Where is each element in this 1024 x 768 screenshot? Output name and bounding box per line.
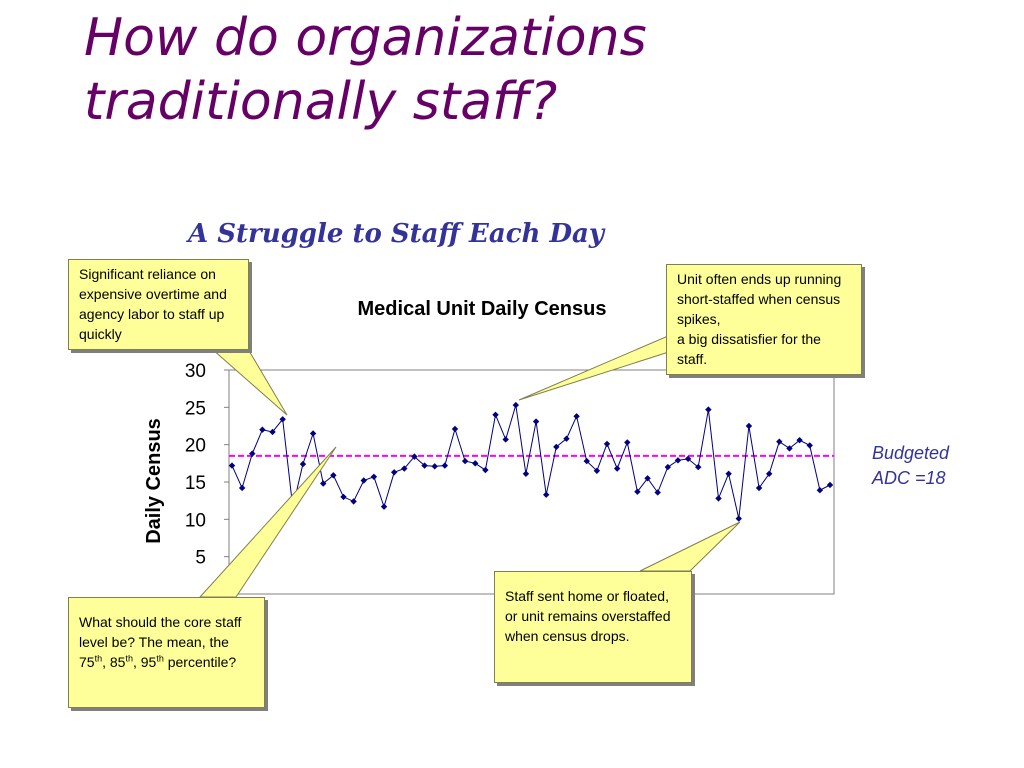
data-point-marker bbox=[806, 442, 813, 449]
callout-core-staff: What should the core staff level be? The… bbox=[68, 597, 265, 708]
data-point-marker bbox=[725, 470, 732, 477]
data-point-marker bbox=[705, 406, 712, 413]
y-tick-label: 30 bbox=[185, 361, 206, 382]
data-point-marker bbox=[624, 439, 631, 446]
data-point-marker bbox=[482, 466, 489, 474]
data-point-marker bbox=[411, 453, 418, 460]
slide-title-line-2: traditionally staff? bbox=[84, 72, 558, 132]
data-point-marker bbox=[228, 462, 236, 469]
data-point-marker bbox=[330, 472, 337, 479]
data-point-marker bbox=[755, 484, 763, 492]
data-point-marker bbox=[249, 450, 256, 457]
y-tick-label: 5 bbox=[195, 548, 206, 569]
callout-overtime-text: Significant reliance on expensive overti… bbox=[79, 266, 227, 342]
data-point-marker bbox=[765, 470, 773, 477]
ordinal-suffix: th bbox=[94, 653, 103, 664]
data-point-marker bbox=[674, 457, 682, 464]
data-point-marker bbox=[390, 469, 398, 476]
data-point-marker bbox=[593, 467, 601, 474]
data-markers bbox=[228, 401, 834, 522]
data-point-marker bbox=[563, 435, 570, 442]
data-point-marker bbox=[340, 493, 347, 501]
ordinal-suffix: th bbox=[156, 653, 164, 664]
slide-subtitle: A Struggle to Staff Each Day bbox=[188, 219, 604, 249]
data-point-marker bbox=[715, 495, 722, 502]
y-tick-label: 10 bbox=[185, 510, 206, 531]
data-point-marker bbox=[259, 426, 266, 433]
slide-title: How do organizations traditionally staff… bbox=[84, 6, 784, 134]
callout-short-staffed-text-2: a big dissatisfier for the staff. bbox=[677, 331, 821, 367]
data-point-marker bbox=[512, 401, 519, 409]
data-point-marker bbox=[654, 489, 661, 496]
data-point-marker bbox=[684, 455, 692, 463]
data-point-marker bbox=[553, 443, 560, 451]
data-point-marker bbox=[441, 462, 449, 469]
data-point-marker bbox=[472, 460, 479, 467]
y-tick-label: 20 bbox=[185, 436, 206, 457]
callout-core-staff-text-b: , 85 bbox=[102, 654, 126, 670]
y-tick-label: 15 bbox=[185, 473, 206, 494]
data-point-marker bbox=[370, 473, 378, 480]
data-point-marker bbox=[735, 515, 742, 522]
data-point-marker bbox=[279, 416, 286, 423]
data-point-marker bbox=[695, 463, 702, 471]
data-point-marker bbox=[421, 462, 428, 469]
data-point-marker bbox=[826, 481, 834, 489]
data-point-marker bbox=[269, 428, 276, 436]
callout-short-staffed-text-1: Unit often ends up running short-staffed… bbox=[677, 271, 842, 327]
data-point-marker bbox=[603, 440, 611, 448]
callout-core-staff-text-a: What should the core staff level be? The… bbox=[79, 614, 242, 670]
data-point-marker bbox=[238, 484, 246, 492]
data-point-marker bbox=[502, 436, 509, 443]
y-axis-label: Daily Census bbox=[143, 418, 165, 544]
data-point-marker bbox=[786, 445, 793, 452]
data-point-marker bbox=[634, 488, 641, 495]
chart-title: Medical Unit Daily Census bbox=[358, 298, 607, 320]
data-point-marker bbox=[745, 422, 753, 430]
callout-core-staff-text-d: percentile? bbox=[163, 654, 237, 670]
data-point-marker bbox=[816, 487, 824, 494]
data-point-marker bbox=[451, 425, 459, 433]
callout-overtime: Significant reliance on expensive overti… bbox=[68, 259, 249, 350]
data-point-marker bbox=[664, 463, 672, 471]
y-tick-label: 25 bbox=[185, 398, 206, 419]
callout-sent-home: Staff sent home or floated, or unit rema… bbox=[494, 571, 692, 683]
data-point-marker bbox=[360, 477, 367, 484]
data-point-marker bbox=[461, 457, 469, 465]
data-point-marker bbox=[522, 470, 530, 477]
data-point-marker bbox=[401, 465, 408, 472]
data-point-marker bbox=[796, 436, 803, 444]
budgeted-adc-line-1: Budgeted bbox=[872, 443, 950, 463]
data-point-marker bbox=[776, 438, 783, 445]
data-point-marker bbox=[532, 418, 540, 425]
data-point-marker bbox=[543, 491, 550, 498]
data-point-marker bbox=[613, 465, 621, 472]
data-point-marker bbox=[380, 503, 388, 510]
plot-area bbox=[228, 369, 835, 595]
data-point-marker bbox=[309, 430, 317, 437]
data-point-marker bbox=[644, 475, 651, 482]
y-axis-ticks: 5 10 15 20 25 30 bbox=[185, 361, 229, 569]
data-point-marker bbox=[583, 457, 590, 465]
data-point-marker bbox=[350, 498, 357, 505]
ordinal-suffix: th bbox=[125, 653, 133, 664]
data-point-marker bbox=[431, 463, 438, 470]
data-point-marker bbox=[573, 413, 580, 420]
data-point-marker bbox=[320, 480, 327, 487]
budgeted-adc-line-2: ADC =18 bbox=[872, 468, 946, 488]
callout-core-staff-text-c: , 95 bbox=[132, 654, 157, 670]
slide-title-line-1: How do organizations bbox=[84, 8, 647, 68]
callout-sent-home-text: Staff sent home or floated, or unit rema… bbox=[505, 588, 671, 644]
budgeted-adc-label: Budgeted ADC =18 bbox=[872, 441, 949, 491]
data-point-marker bbox=[492, 411, 499, 418]
data-point-marker bbox=[299, 460, 307, 468]
callout-short-staffed: Unit often ends up running short-staffed… bbox=[666, 264, 862, 375]
